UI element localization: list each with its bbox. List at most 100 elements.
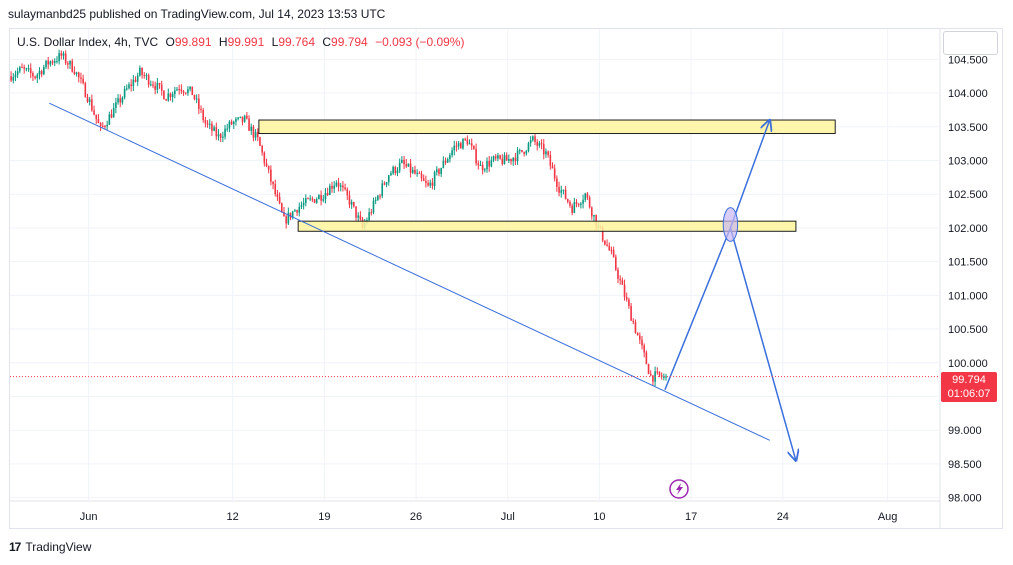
price-tick-label: 103.000 <box>948 155 988 167</box>
candle-body <box>154 85 156 90</box>
candle-body <box>527 143 530 152</box>
candle-body <box>193 95 196 100</box>
candle-body <box>302 203 305 206</box>
candle-body <box>318 194 320 200</box>
candle-body <box>160 84 163 91</box>
candle-body <box>243 115 246 122</box>
candle-body <box>58 53 60 62</box>
candle-body <box>195 98 198 100</box>
candle-body <box>348 195 351 205</box>
candle-body <box>577 203 580 205</box>
candle-body <box>451 150 453 156</box>
candle-body <box>647 364 650 375</box>
candle-body <box>167 93 170 101</box>
candle-body <box>80 77 82 79</box>
candle-body <box>309 198 311 200</box>
candle-body <box>396 170 399 173</box>
candle-body <box>307 198 309 200</box>
candlestick-series <box>10 49 667 387</box>
candle-body <box>84 83 87 98</box>
candle-body <box>414 169 416 174</box>
candle-body <box>571 205 573 213</box>
candle-body <box>261 145 263 153</box>
low-value: 99.764 <box>278 35 316 49</box>
candle-body <box>60 53 63 56</box>
candle-body <box>248 118 250 131</box>
candle-body <box>184 92 187 94</box>
candle-body <box>342 185 344 188</box>
candle-body <box>473 145 475 149</box>
scale-settings-button[interactable] <box>943 31 998 55</box>
candle-body <box>440 167 442 174</box>
open-label: O <box>165 35 175 49</box>
candle-body <box>241 116 244 122</box>
candle-body <box>634 322 637 333</box>
candle-body <box>219 134 222 138</box>
symbol-legend: U.S. Dollar Index, 4h, TVC O99.891 H99.9… <box>17 35 464 49</box>
candle-body <box>51 61 54 63</box>
candle-body <box>38 71 41 75</box>
candle-body <box>110 114 113 118</box>
candle-body <box>40 71 43 75</box>
candle-body <box>95 114 98 120</box>
time-tick-label: 26 <box>410 511 422 523</box>
candle-body <box>235 118 237 122</box>
tradingview-logo[interactable]: 17 TradingView <box>9 540 91 554</box>
candle-body <box>398 162 401 171</box>
candle-body <box>215 127 218 137</box>
candle-body <box>488 160 491 167</box>
candle-body <box>497 155 499 159</box>
candle-body <box>374 199 377 201</box>
candle-body <box>53 61 56 63</box>
candle-body <box>569 201 571 206</box>
candle-body <box>163 90 165 100</box>
candle-body <box>156 82 159 90</box>
candle-body <box>641 339 643 346</box>
candle-body <box>490 160 493 167</box>
candle-body <box>171 94 174 98</box>
candle-body <box>551 165 554 169</box>
candle-body <box>128 84 130 89</box>
candle-body <box>77 72 80 78</box>
candle-body <box>145 75 148 77</box>
price-tick-label: 98.500 <box>948 459 982 471</box>
highlight-circle <box>722 207 739 242</box>
candle-body <box>392 166 394 174</box>
candle-body <box>311 198 314 200</box>
candle-body <box>663 376 665 378</box>
candle-body <box>67 63 69 65</box>
price-tick-label: 100.500 <box>948 324 988 336</box>
low-label: L <box>271 35 279 49</box>
chart-frame[interactable] <box>9 28 1003 529</box>
zone-rectangle <box>258 119 836 135</box>
candle-body <box>267 165 270 170</box>
candle-body <box>409 163 412 173</box>
candle-body <box>14 74 17 78</box>
candle-body <box>132 79 135 87</box>
candle-body <box>208 123 211 125</box>
candle-body <box>612 250 615 257</box>
candle-body <box>499 155 501 159</box>
candle-body <box>47 60 50 65</box>
last-price-badge: 99.794 01:06:07 <box>941 372 997 402</box>
candle-body <box>254 131 257 138</box>
candle-body <box>372 200 375 213</box>
candle-body <box>584 193 587 200</box>
candle-body <box>427 182 429 186</box>
candle-body <box>335 182 338 186</box>
candle-body <box>19 67 21 72</box>
last-price-value: 99.794 <box>952 374 986 386</box>
candle-body <box>394 166 397 173</box>
candle-body <box>230 121 233 125</box>
candle-body <box>660 375 663 377</box>
trend-line <box>49 102 770 441</box>
bar-countdown: 01:06:07 <box>947 388 991 400</box>
candle-body <box>99 123 102 126</box>
zone-rectangle <box>297 220 797 232</box>
lightning-event-icon <box>669 479 689 499</box>
candle-body <box>540 143 543 145</box>
candle-body <box>300 205 303 207</box>
close-value: 99.794 <box>331 35 368 49</box>
candle-body <box>182 91 185 93</box>
